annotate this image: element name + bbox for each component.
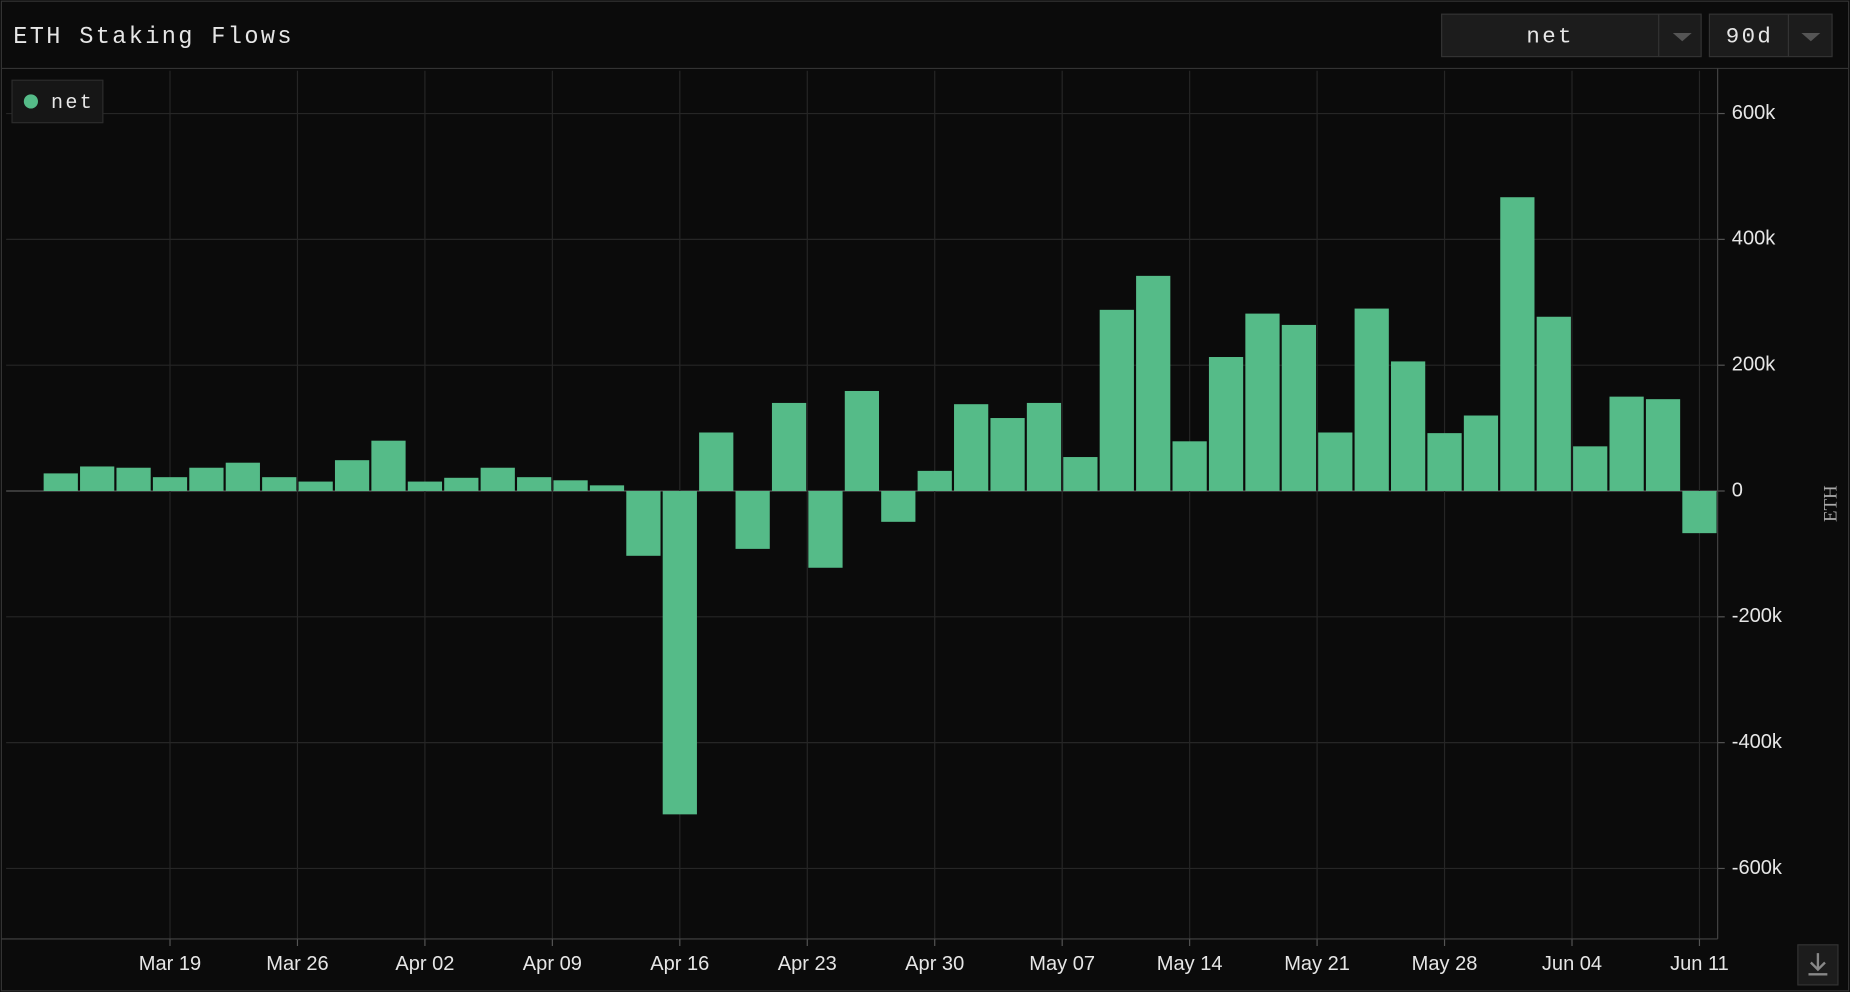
bar bbox=[662, 491, 697, 815]
bar bbox=[626, 491, 661, 556]
x-tick-label: May 14 bbox=[1157, 953, 1223, 975]
bar bbox=[1063, 457, 1098, 492]
x-tick-label: Apr 16 bbox=[650, 953, 709, 975]
bar bbox=[444, 477, 479, 492]
bar bbox=[1427, 433, 1462, 492]
bar bbox=[1573, 446, 1608, 492]
y-tick-label: 600k bbox=[1732, 102, 1776, 124]
bar bbox=[844, 390, 880, 492]
bar bbox=[80, 466, 115, 492]
bar bbox=[1682, 491, 1717, 534]
bar bbox=[1136, 275, 1171, 492]
bar bbox=[917, 470, 952, 492]
bar bbox=[1245, 313, 1280, 492]
bar bbox=[881, 491, 916, 522]
bar bbox=[116, 467, 151, 492]
y-axis-label: ETH bbox=[1820, 485, 1841, 522]
chart-title: ETH Staking Flows bbox=[13, 24, 294, 51]
bar bbox=[808, 491, 843, 568]
bar bbox=[735, 491, 770, 549]
bar bbox=[771, 402, 807, 492]
bar bbox=[553, 480, 588, 492]
x-tick-label: Jun 04 bbox=[1542, 953, 1602, 975]
metric-select[interactable]: net bbox=[1441, 13, 1702, 58]
bar bbox=[1099, 309, 1134, 492]
x-tick-label: May 21 bbox=[1284, 953, 1350, 975]
legend-swatch bbox=[23, 94, 38, 109]
bar bbox=[1026, 402, 1062, 492]
dropdown-arrow[interactable] bbox=[1672, 33, 1692, 42]
bar bbox=[954, 404, 989, 492]
bar bbox=[1318, 432, 1353, 492]
bar bbox=[407, 481, 443, 492]
x-tick-label: Mar 26 bbox=[266, 953, 328, 975]
x-tick-label: Apr 30 bbox=[905, 953, 964, 975]
x-tick-label: Mar 19 bbox=[139, 953, 201, 975]
x-tick-label: May 07 bbox=[1029, 953, 1095, 975]
bar bbox=[480, 467, 515, 492]
y-tick-label: -600k bbox=[1732, 857, 1783, 879]
bar bbox=[334, 460, 370, 492]
dropdown-arrow[interactable] bbox=[1801, 33, 1821, 42]
bar bbox=[262, 477, 297, 492]
y-tick-label: 0 bbox=[1732, 479, 1743, 501]
legend-label: net bbox=[51, 92, 94, 115]
bar bbox=[517, 477, 552, 492]
legend: net bbox=[11, 79, 104, 124]
x-tick-label: May 28 bbox=[1412, 953, 1478, 975]
bar bbox=[1609, 396, 1644, 492]
y-tick-label: -200k bbox=[1732, 605, 1783, 627]
bar bbox=[699, 432, 734, 492]
select-box[interactable] bbox=[1441, 13, 1702, 58]
bar bbox=[1463, 415, 1499, 492]
download-icon[interactable] bbox=[1808, 953, 1828, 976]
bar bbox=[371, 440, 406, 492]
bar bbox=[298, 481, 333, 492]
select-value[interactable]: net bbox=[1526, 23, 1573, 49]
bar bbox=[1536, 316, 1571, 492]
bar bbox=[225, 462, 260, 492]
x-tick-label: Apr 02 bbox=[395, 953, 454, 975]
bar bbox=[990, 418, 1025, 492]
bar bbox=[1281, 324, 1316, 492]
download-button[interactable] bbox=[1797, 944, 1839, 986]
bar bbox=[1645, 399, 1681, 492]
bar bbox=[1354, 308, 1389, 492]
bar bbox=[1172, 441, 1207, 492]
bar bbox=[43, 473, 78, 492]
select-value[interactable]: 90d bbox=[1726, 23, 1773, 49]
x-tick-label: Jun 11 bbox=[1670, 953, 1729, 975]
bar bbox=[1208, 357, 1244, 492]
y-tick-label: 200k bbox=[1732, 353, 1776, 375]
bar bbox=[1391, 361, 1426, 492]
x-tick-label: Apr 23 bbox=[778, 953, 837, 975]
plot-area: -600k -400k -200k 0 200k 400k 600k Mar 19 Mar 26… bbox=[6, 70, 1783, 975]
bar bbox=[189, 467, 224, 492]
y-tick-label: -400k bbox=[1732, 731, 1783, 753]
bar bbox=[152, 477, 188, 492]
range-select[interactable]: 90d bbox=[1708, 13, 1833, 58]
bar bbox=[589, 485, 625, 492]
y-tick-label: 400k bbox=[1732, 228, 1776, 250]
bar bbox=[1500, 197, 1535, 492]
x-tick-label: Apr 09 bbox=[523, 953, 582, 975]
